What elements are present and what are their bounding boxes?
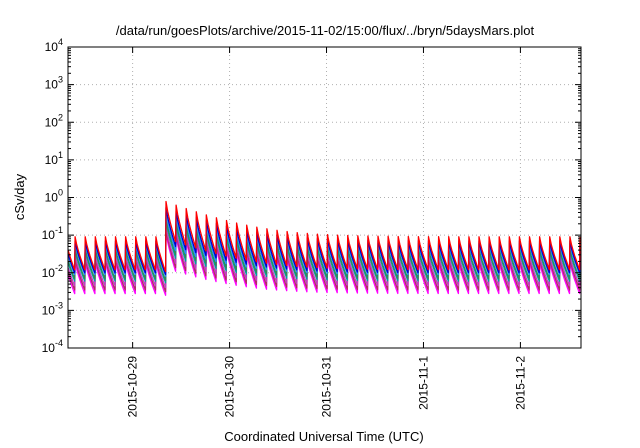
y-tick-label: 10-2	[42, 263, 63, 280]
x-tick-label: 2015-10-30	[223, 356, 237, 418]
x-tick-label: 2015-11-2	[513, 356, 527, 410]
axis-ticks	[68, 46, 581, 349]
x-tick-label: 2015-10-31	[320, 356, 334, 418]
x-tick-label: 2015-10-29	[126, 356, 140, 418]
grid-lines	[68, 47, 581, 348]
y-tick-label: 103	[45, 75, 63, 92]
x-tick-labels: 2015-10-29 2015-10-30 2015-10-31 2015-11-1 2…	[126, 356, 528, 418]
x-axis-label: Coordinated Universal Time (UTC)	[224, 429, 423, 444]
series-line-4	[67, 219, 581, 284]
series-line-5	[67, 216, 581, 281]
y-tick-label: 101	[45, 150, 63, 167]
series-line-1	[67, 231, 581, 296]
y-tick-labels: 10-4 10-3 10-2 10-1 100 101 102 103 104	[42, 37, 63, 355]
series-line-8	[67, 200, 581, 273]
y-tick-label: 10-4	[42, 338, 63, 355]
series-line-7	[67, 206, 581, 276]
y-tick-label: 104	[45, 37, 63, 54]
y-axis-label: cSv/day	[12, 173, 27, 220]
series-line-6	[67, 212, 581, 277]
y-tick-label: 10-3	[42, 300, 63, 317]
y-tick-label: 102	[45, 112, 63, 129]
y-tick-label: 100	[45, 188, 63, 205]
y-tick-label: 10-1	[42, 225, 63, 242]
series-line-3	[67, 225, 581, 289]
x-tick-label: 2015-11-1	[416, 356, 430, 410]
series-group	[67, 200, 581, 296]
series-line-2	[67, 228, 581, 293]
chart-title: /data/run/goesPlots/archive/2015-11-02/1…	[116, 23, 535, 38]
